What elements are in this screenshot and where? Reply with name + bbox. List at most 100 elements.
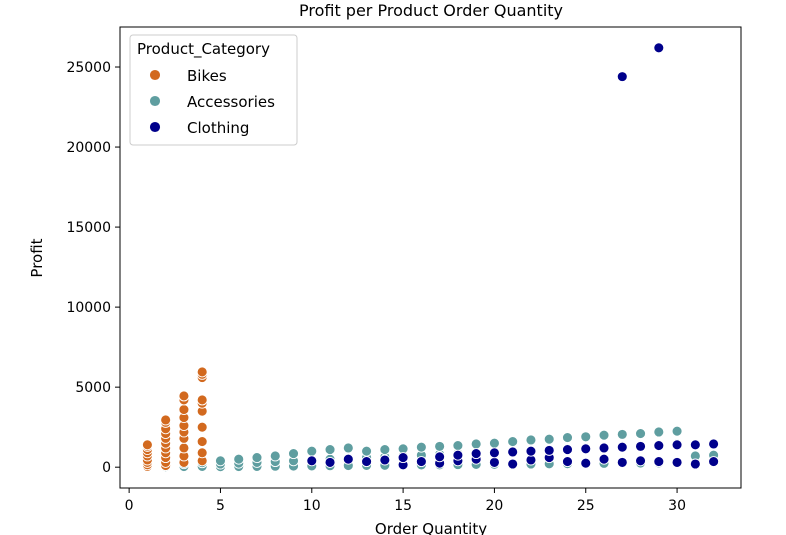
y-tick-label: 25000 <box>66 60 111 76</box>
data-point-clothing <box>708 456 720 468</box>
data-point-accessories <box>562 432 573 444</box>
data-point-bikes <box>141 439 153 451</box>
x-tick-label: 15 <box>394 498 412 514</box>
data-point-clothing <box>671 456 683 468</box>
data-point-clothing <box>653 42 665 54</box>
data-point-bikes <box>196 421 208 433</box>
legend: Product_Category Bikes Accessories Clothin… <box>129 34 298 146</box>
legend-marker-bikes <box>149 69 161 81</box>
plot-frame <box>119 26 742 489</box>
data-point-clothing <box>342 453 354 465</box>
data-point-bikes <box>196 394 208 406</box>
data-point-clothing <box>452 449 464 461</box>
data-point-bikes <box>178 390 190 402</box>
data-points <box>141 42 720 473</box>
data-point-clothing <box>616 441 628 453</box>
x-tick-label: 10 <box>303 498 321 514</box>
data-point-clothing <box>397 452 409 464</box>
data-point-accessories <box>653 426 665 438</box>
data-point-accessories <box>616 428 628 440</box>
tick-marks <box>115 66 678 493</box>
data-point-accessories <box>470 438 482 450</box>
data-point-accessories <box>288 448 299 460</box>
legend-label-bikes: Bikes <box>187 67 227 85</box>
data-point-clothing <box>580 443 592 455</box>
data-point-accessories <box>324 444 336 456</box>
data-point-bikes <box>178 442 190 454</box>
data-point-accessories <box>525 434 537 446</box>
data-point-clothing <box>671 439 683 451</box>
data-point-clothing <box>507 458 519 470</box>
data-point-accessories <box>251 452 263 464</box>
data-point-accessories <box>507 436 519 448</box>
data-point-clothing <box>324 456 336 468</box>
data-point-clothing <box>616 71 628 83</box>
data-point-bikes <box>178 404 190 416</box>
data-point-clothing <box>616 456 628 468</box>
legend-marker-clothing <box>149 121 161 133</box>
data-point-clothing <box>415 456 427 468</box>
legend-title: Product_Category <box>137 40 270 59</box>
x-axis-label: Order Quantity <box>375 520 487 535</box>
data-point-clothing <box>543 444 555 456</box>
data-point-clothing <box>488 456 500 468</box>
data-point-accessories <box>306 445 318 457</box>
data-point-accessories <box>415 441 427 453</box>
chart-title: Profit per Product Order Quantity <box>299 1 563 20</box>
data-point-bikes <box>160 414 172 426</box>
data-point-clothing <box>598 453 610 465</box>
data-point-clothing <box>470 448 482 460</box>
y-tick-labels: 0 5000 10000 15000 20000 25000 <box>66 60 111 476</box>
data-point-accessories <box>543 433 555 445</box>
data-point-accessories <box>269 450 281 462</box>
data-point-bikes <box>196 447 208 459</box>
data-point-accessories <box>434 440 446 452</box>
y-tick-label: 5000 <box>75 380 111 396</box>
data-point-accessories <box>598 429 610 441</box>
data-point-clothing <box>598 442 610 454</box>
data-point-clothing <box>562 444 573 456</box>
data-point-accessories <box>361 445 373 457</box>
data-point-clothing <box>507 446 519 458</box>
y-tick-label: 10000 <box>66 300 111 316</box>
data-point-clothing <box>361 456 373 468</box>
data-point-accessories <box>452 440 464 452</box>
legend-marker-accessories <box>149 95 161 107</box>
x-tick-labels: 0 5 10 15 20 25 30 <box>125 498 686 514</box>
data-point-clothing <box>580 457 592 469</box>
legend-label-accessories: Accessories <box>187 93 275 111</box>
x-tick-label: 20 <box>486 498 504 514</box>
data-point-clothing <box>689 458 701 470</box>
data-point-clothing <box>434 451 446 463</box>
data-point-accessories <box>580 431 592 443</box>
data-point-clothing <box>635 455 646 467</box>
legend-box <box>129 34 298 146</box>
y-axis-label: Profit <box>28 238 46 277</box>
data-point-accessories <box>488 437 500 449</box>
legend-label-clothing: Clothing <box>187 119 249 137</box>
data-point-accessories <box>671 425 683 437</box>
data-point-clothing <box>708 438 720 450</box>
x-tick-label: 5 <box>216 498 225 514</box>
data-point-bikes <box>196 366 208 378</box>
data-point-accessories <box>635 428 646 440</box>
data-point-accessories <box>342 442 354 454</box>
data-point-accessories <box>233 453 245 465</box>
data-point-clothing <box>488 447 500 459</box>
data-point-accessories <box>215 455 226 467</box>
data-point-clothing <box>653 440 665 452</box>
x-tick-label: 25 <box>577 498 595 514</box>
data-point-clothing <box>562 456 573 468</box>
x-tick-label: 0 <box>125 498 134 514</box>
data-point-clothing <box>379 454 391 466</box>
data-point-accessories <box>379 444 391 456</box>
data-point-clothing <box>635 440 646 452</box>
data-point-clothing <box>525 445 537 457</box>
x-tick-label: 30 <box>668 498 686 514</box>
data-point-clothing <box>689 439 701 451</box>
y-tick-label: 15000 <box>66 220 111 236</box>
data-point-clothing <box>306 455 318 467</box>
y-tick-label: 20000 <box>66 140 111 156</box>
data-point-bikes <box>196 436 208 448</box>
